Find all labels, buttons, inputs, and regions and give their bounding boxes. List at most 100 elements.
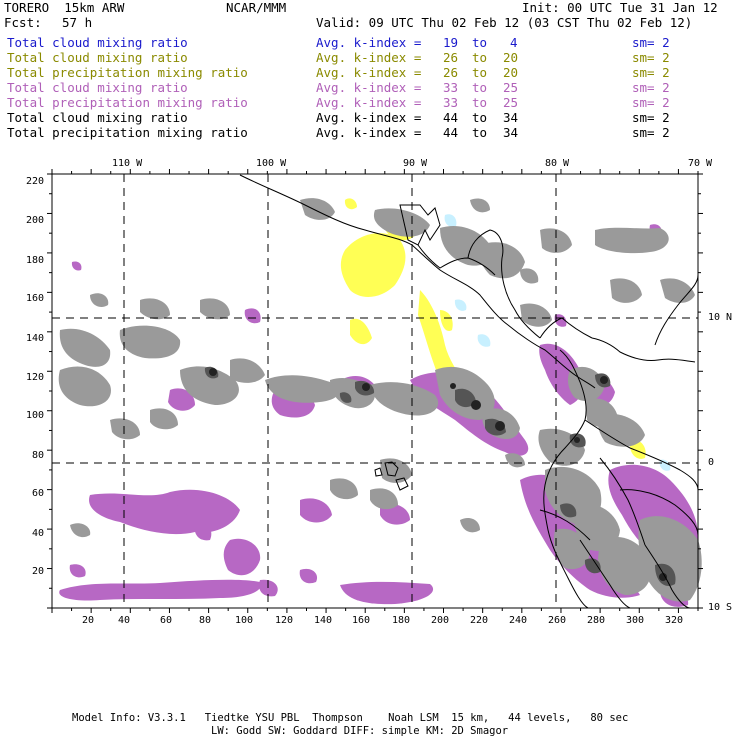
axis-ticks <box>47 169 703 613</box>
y-tick-label: 180 <box>26 255 45 266</box>
legend-to-word: to <box>472 110 488 125</box>
legend-field: Total precipitation mixing ratio <box>7 65 248 80</box>
legend-to-word: to <box>472 35 488 50</box>
legend-from: 44 <box>443 125 459 140</box>
legend-sm: sm= 2 <box>632 50 670 65</box>
x-tick-label: 300 <box>626 615 645 626</box>
init-time: Init: 00 UTC Tue 31 Jan 12 <box>522 0 718 15</box>
legend-row: Total cloud mixing ratio Avg. k-index = … <box>0 111 740 125</box>
cyan-field <box>444 214 671 471</box>
legend-field: Total cloud mixing ratio <box>7 50 188 65</box>
lat-label: 0 <box>708 457 715 468</box>
x-tick-label: 220 <box>470 615 489 626</box>
x-tick-label: 200 <box>431 615 450 626</box>
lat-lon-grid <box>52 174 698 608</box>
x-tick-label: 320 <box>665 615 684 626</box>
lat-label: 10 N <box>708 312 733 323</box>
legend-to: 34 <box>503 110 519 125</box>
lon-label: 100 W <box>256 158 287 169</box>
x-tick-label: 240 <box>509 615 528 626</box>
legend-from: 26 <box>443 50 459 65</box>
legend-to: 4 <box>510 35 518 50</box>
x-tick-label: 100 <box>235 615 254 626</box>
legend-row: Total cloud mixing ratio Avg. k-index = … <box>0 81 740 95</box>
legend-row: Total cloud mixing ratio Avg. k-index = … <box>0 36 740 50</box>
x-tick-label: 140 <box>314 615 333 626</box>
legend-kindex: Avg. k-index = <box>316 80 422 95</box>
legend-from: 19 <box>443 35 459 50</box>
model-info: Model Info: V3.3.1 Tiedtke YSU PBL Thomp… <box>72 712 629 724</box>
legend-to: 25 <box>503 80 519 95</box>
legend-kindex: Avg. k-index = <box>316 50 422 65</box>
legend-field: Total cloud mixing ratio <box>7 80 188 95</box>
y-tick-label: 100 <box>26 410 45 421</box>
legend-to: 20 <box>503 65 519 80</box>
y-tick-label: 160 <box>26 293 45 304</box>
lon-label: 90 W <box>403 158 428 169</box>
map-fields <box>58 198 702 607</box>
y-tick-label: 120 <box>26 372 45 383</box>
legend-sm: sm= 2 <box>632 80 670 95</box>
legend-kindex: Avg. k-index = <box>316 95 422 110</box>
x-tick-label: 260 <box>548 615 567 626</box>
legend-sm: sm= 2 <box>632 65 670 80</box>
legend-row: Total precipitation mixing ratio Avg. k-… <box>0 96 740 110</box>
lon-label: 70 W <box>688 158 713 169</box>
legend-kindex: Avg. k-index = <box>316 125 422 140</box>
legend-sm: sm= 2 <box>632 110 670 125</box>
legend-to-word: to <box>472 80 488 95</box>
legend-from: 26 <box>443 65 459 80</box>
y-tick-label: 80 <box>32 450 45 461</box>
x-tick-label: 120 <box>275 615 294 626</box>
valid-time: Valid: 09 UTC Thu 02 Feb 12 (03 CST Thu … <box>316 15 693 30</box>
y-tick-label: 60 <box>32 488 45 499</box>
legend-sm: sm= 2 <box>632 35 670 50</box>
legend-row: Total precipitation mixing ratio Avg. k-… <box>0 126 740 140</box>
legend-from: 33 <box>443 95 459 110</box>
legend-from: 44 <box>443 110 459 125</box>
legend-row: Total precipitation mixing ratio Avg. k-… <box>0 66 740 80</box>
legend-to: 34 <box>503 125 519 140</box>
y-tick-label: 20 <box>32 566 45 577</box>
x-tick-label: 160 <box>352 615 371 626</box>
y-tick-label: 40 <box>32 528 45 539</box>
forecast-hour: 57 h <box>62 15 93 30</box>
x-tick-label: 280 <box>587 615 606 626</box>
legend-to-word: to <box>472 95 488 110</box>
legend-row: Total cloud mixing ratio Avg. k-index = … <box>0 51 740 65</box>
coastlines <box>239 174 699 609</box>
legend-sm: sm= 2 <box>632 125 670 140</box>
y-tick-label: 220 <box>26 176 45 187</box>
legend-sm: sm= 2 <box>632 95 670 110</box>
lat-label: 10 S <box>708 602 733 613</box>
legend-kindex: Avg. k-index = <box>316 65 422 80</box>
legend-to: 20 <box>503 50 519 65</box>
legend-to-word: to <box>472 65 488 80</box>
legend-field: Total precipitation mixing ratio <box>7 95 248 110</box>
x-tick-label: 80 <box>199 615 212 626</box>
forecast-label: Fcst: <box>4 15 42 30</box>
model-physics: LW: Godd SW: Goddard DIFF: simple KM: 2D… <box>211 725 509 737</box>
legend-field: Total cloud mixing ratio <box>7 110 188 125</box>
legend-from: 33 <box>443 80 459 95</box>
legend-to-word: to <box>472 50 488 65</box>
x-tick-label: 20 <box>82 615 95 626</box>
lon-label: 80 W <box>545 158 570 169</box>
y-tick-label: 140 <box>26 333 45 344</box>
model-name: TORERO 15km ARW <box>4 0 125 15</box>
lon-label: 110 W <box>112 158 143 169</box>
legend-to: 25 <box>503 95 519 110</box>
x-tick-label: 180 <box>392 615 411 626</box>
center-name: NCAR/MMM <box>226 0 287 15</box>
legend-kindex: Avg. k-index = <box>316 110 422 125</box>
legend-kindex: Avg. k-index = <box>316 35 422 50</box>
legend-field: Total cloud mixing ratio <box>7 35 188 50</box>
legend-field: Total precipitation mixing ratio <box>7 125 248 140</box>
darkest-core-field <box>209 368 667 581</box>
x-tick-label: 40 <box>118 615 131 626</box>
x-tick-label: 60 <box>160 615 173 626</box>
y-tick-label: 200 <box>26 215 45 226</box>
gray-field <box>58 198 702 602</box>
legend-to-word: to <box>472 125 488 140</box>
